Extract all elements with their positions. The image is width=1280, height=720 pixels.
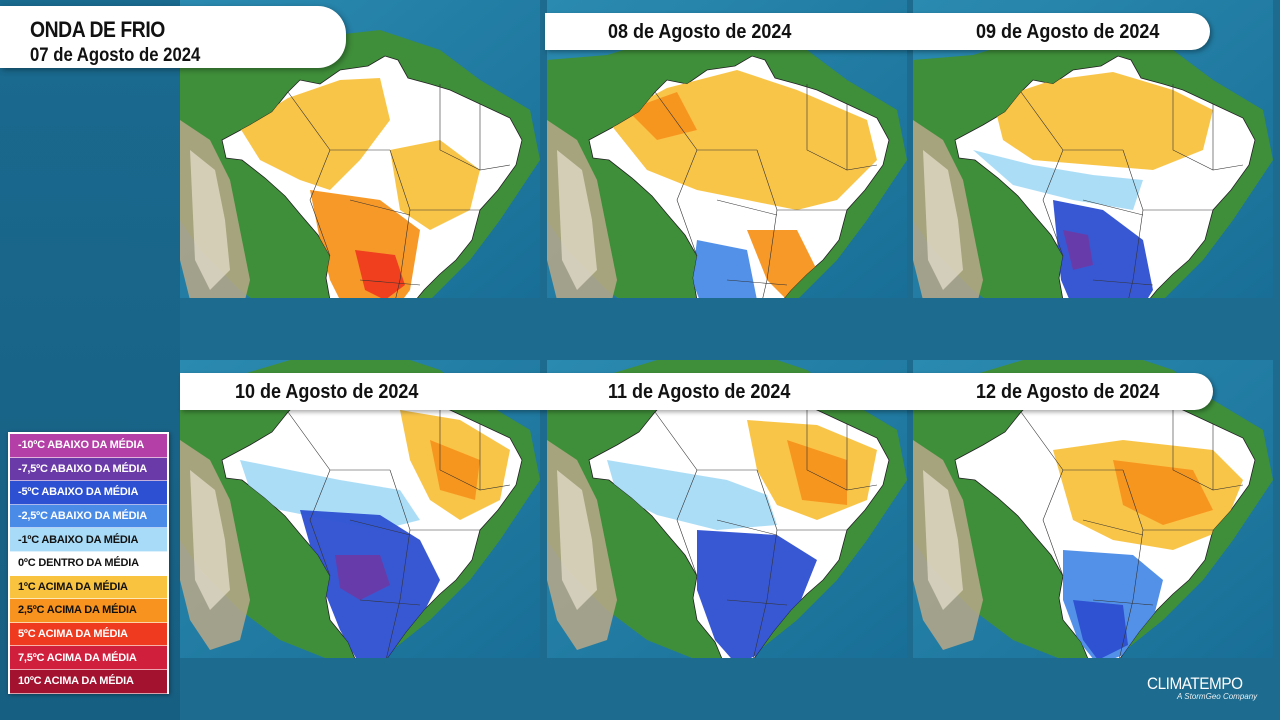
color-legend: -10ºC ABAIXO DA MÉDIA -7,5ºC ABAIXO DA M… bbox=[8, 432, 169, 694]
state-borders bbox=[1020, 404, 1244, 658]
anomaly-regions bbox=[973, 72, 1213, 298]
legend-item: 10ºC ACIMA DA MÉDIA bbox=[10, 669, 167, 694]
date-label-2: 08 de Agosto de 2024 bbox=[608, 21, 792, 43]
temperature-anomaly-map bbox=[913, 360, 1273, 658]
anomaly-region bbox=[1063, 230, 1093, 270]
anomaly-region bbox=[692, 240, 757, 298]
legend-item: 2,5ºC ACIMA DA MÉDIA bbox=[10, 599, 167, 623]
legend-item: -5ºC ABAIXO DA MÉDIA bbox=[10, 481, 167, 505]
brand-tagline: A StormGeo Company bbox=[1177, 692, 1258, 701]
temperature-anomaly-map bbox=[547, 0, 907, 298]
legend-item: 0ºC DENTRO DA MÉDIA bbox=[10, 551, 167, 576]
page-title: ONDA DE FRIO bbox=[30, 17, 165, 42]
date-bar-top: 08 de Agosto de 2024 09 de Agosto de 202… bbox=[545, 13, 1210, 50]
state-borders bbox=[1020, 84, 1244, 298]
anomaly-region bbox=[390, 140, 480, 230]
anomaly-region bbox=[1113, 460, 1213, 525]
state-borders bbox=[287, 84, 511, 298]
anomaly-region bbox=[973, 150, 1143, 210]
date-label-3: 09 de Agosto de 2024 bbox=[976, 21, 1160, 43]
anomaly-region bbox=[1073, 600, 1128, 658]
anomaly-regions bbox=[607, 420, 877, 658]
first-date-label: 07 de Agosto de 2024 bbox=[30, 45, 201, 66]
anomaly-region bbox=[607, 460, 777, 530]
map-panel-6 bbox=[913, 360, 1273, 658]
state-borders bbox=[654, 84, 878, 298]
state-borders bbox=[287, 404, 511, 658]
legend-item: -1ºC ABAIXO DA MÉDIA bbox=[10, 528, 167, 552]
legend-item: -2,5ºC ABAIXO DA MÉDIA bbox=[10, 504, 167, 529]
anomaly-regions bbox=[240, 410, 510, 658]
anomaly-region bbox=[430, 440, 480, 500]
brand-name: CLIMATEMPO bbox=[1147, 674, 1243, 693]
anomaly-region bbox=[240, 78, 390, 190]
anomaly-region bbox=[697, 530, 817, 658]
date-label-4: 10 de Agosto de 2024 bbox=[235, 381, 419, 403]
map-panel-1 bbox=[180, 0, 540, 298]
brand-logo: CLIMATEMPO A StormGeo Company bbox=[1147, 674, 1257, 701]
legend-item: 5ºC ACIMA DA MÉDIA bbox=[10, 622, 167, 647]
state-borders bbox=[654, 404, 878, 658]
anomaly-region bbox=[787, 440, 847, 505]
legend-item: -10ºC ABAIXO DA MÉDIA bbox=[10, 434, 167, 458]
anomaly-region bbox=[993, 72, 1213, 170]
date-label-6: 12 de Agosto de 2024 bbox=[976, 381, 1160, 403]
anomaly-region bbox=[335, 555, 390, 600]
anomaly-region bbox=[355, 250, 405, 298]
anomaly-region bbox=[240, 460, 420, 530]
date-label-5: 11 de Agosto de 2024 bbox=[608, 381, 791, 403]
anomaly-regions bbox=[1053, 440, 1243, 658]
legend-item: 7,5ºC ACIMA DA MÉDIA bbox=[10, 646, 167, 670]
date-bar-bottom: 10 de Agosto de 2024 11 de Agosto de 202… bbox=[180, 373, 1213, 410]
anomaly-regions bbox=[240, 78, 480, 298]
title-card: ONDA DE FRIO 07 de Agosto de 2024 bbox=[0, 6, 346, 68]
legend-item: 1ºC ACIMA DA MÉDIA bbox=[10, 575, 167, 600]
legend-item: -7,5ºC ABAIXO DA MÉDIA bbox=[10, 457, 167, 482]
